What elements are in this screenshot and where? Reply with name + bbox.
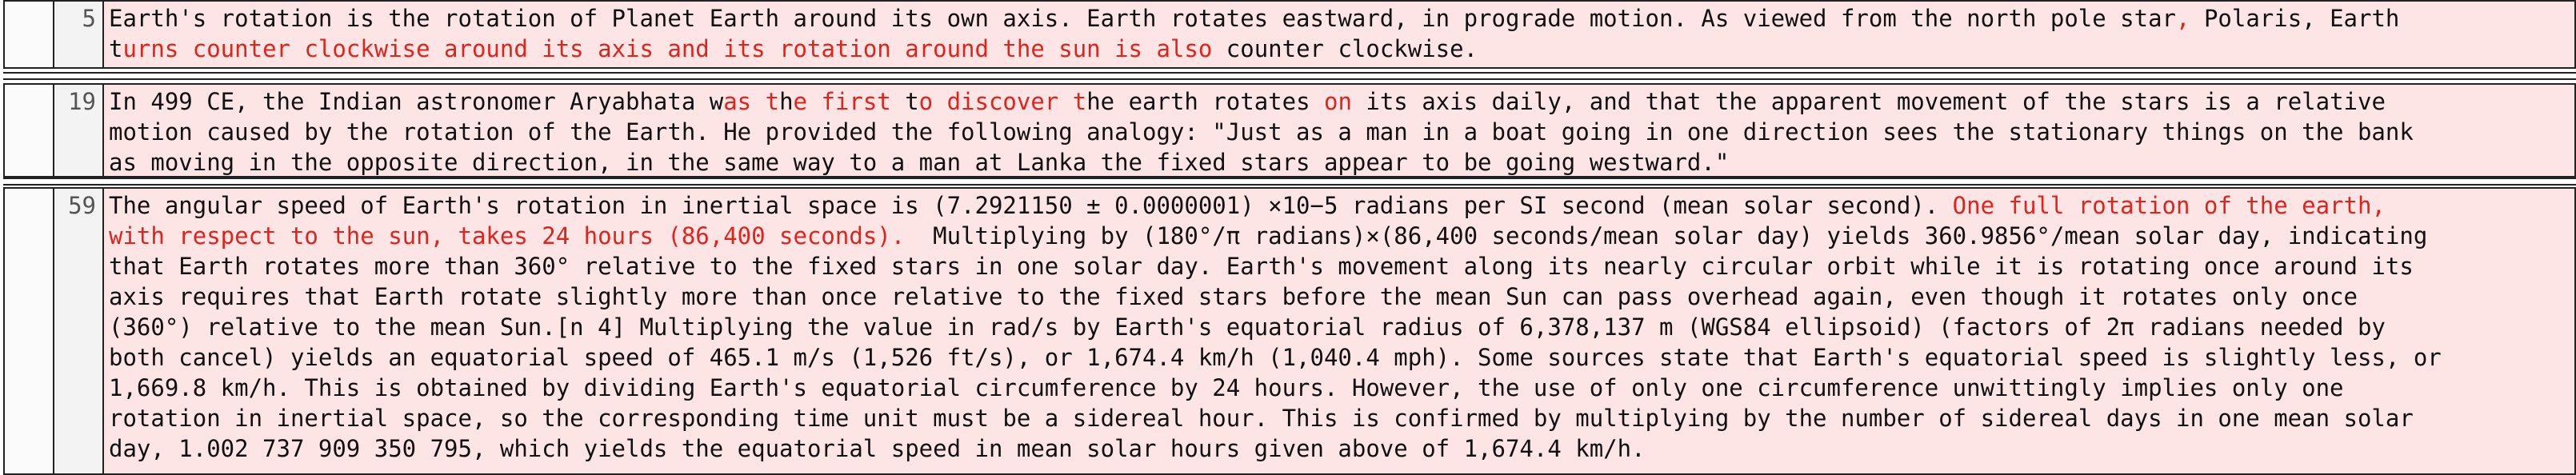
changed-text-segment: on — [1324, 88, 1352, 115]
text-segment: its axis daily, and that the apparent mo… — [109, 88, 2414, 176]
diff-gutter — [5, 85, 54, 176]
text-segment: he earth rotates — [1086, 88, 1324, 115]
line-content[interactable]: The angular speed of Earth's rotation in… — [104, 189, 2574, 473]
line-number: 59 — [54, 189, 104, 473]
changed-text-segment: o discover t — [918, 88, 1087, 115]
changed-text-segment: e first — [793, 88, 891, 115]
changed-text-segment: One full rotation of the earth, with res… — [109, 192, 2386, 249]
diff-row: 5 Earth's rotation is the rotation of Pl… — [3, 0, 2576, 69]
hunk-separator — [3, 72, 2576, 80]
changed-text-segment: urns counter clockwise around its axis a… — [122, 35, 1213, 62]
line-number: 5 — [54, 2, 104, 67]
text-segment: The angular speed of Earth's rotation in… — [109, 192, 1953, 219]
line-content[interactable]: In 499 CE, the Indian astronomer Aryabha… — [104, 85, 2574, 176]
changed-text-segment: , — [2176, 5, 2190, 32]
diff-gutter — [5, 2, 54, 67]
diff-row: 59 The angular speed of Earth's rotation… — [3, 187, 2576, 475]
text-segment: h — [779, 88, 794, 115]
text-segment: In 499 CE, the Indian astronomer Aryabha… — [109, 88, 724, 115]
line-number: 19 — [54, 85, 104, 176]
hunk-separator — [3, 178, 2576, 186]
diff-gutter — [5, 189, 54, 473]
line-content[interactable]: Earth's rotation is the rotation of Plan… — [104, 2, 2574, 67]
text-segment: Multiplying by (180°/π radians)×(86,400 … — [109, 222, 2442, 462]
text-segment: t — [890, 88, 919, 115]
text-segment: Earth's rotation is the rotation of Plan… — [109, 5, 2177, 32]
changed-text-segment: as t — [723, 88, 780, 115]
text-segment: counter clockwise. — [1212, 35, 1478, 62]
diff-row: 19 In 499 CE, the Indian astronomer Arya… — [3, 83, 2576, 178]
text-segment: Polaris, Earth t — [109, 5, 2400, 62]
